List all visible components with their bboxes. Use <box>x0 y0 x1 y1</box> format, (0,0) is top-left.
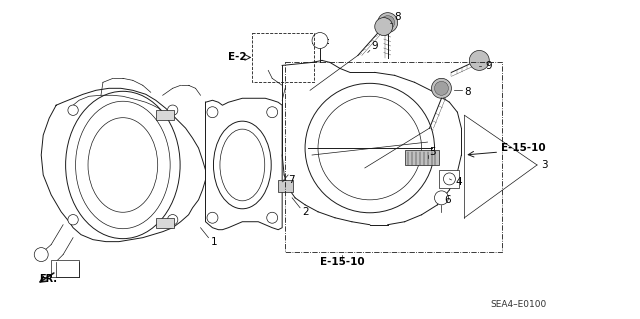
Circle shape <box>378 13 397 33</box>
Circle shape <box>435 81 449 95</box>
Text: 1: 1 <box>211 237 217 247</box>
Bar <box>51 260 79 278</box>
Circle shape <box>68 215 78 225</box>
Text: 8: 8 <box>395 11 401 22</box>
Bar <box>285 63 502 252</box>
Bar <box>252 33 314 82</box>
Bar <box>440 170 460 188</box>
Text: E-15-10: E-15-10 <box>319 256 364 267</box>
Circle shape <box>267 212 278 223</box>
Text: 6: 6 <box>444 195 451 205</box>
Circle shape <box>207 212 218 223</box>
Text: E-15-10: E-15-10 <box>501 143 546 153</box>
Ellipse shape <box>220 129 265 201</box>
Text: SEA4–E0100: SEA4–E0100 <box>491 300 547 309</box>
Bar <box>156 110 173 120</box>
Text: 7: 7 <box>288 175 295 185</box>
Text: E-2: E-2 <box>228 52 247 63</box>
Circle shape <box>444 173 456 185</box>
Circle shape <box>267 107 278 118</box>
Circle shape <box>35 248 48 262</box>
Circle shape <box>168 105 178 115</box>
Circle shape <box>312 33 328 48</box>
Text: 5: 5 <box>429 147 436 157</box>
Circle shape <box>469 50 489 70</box>
Circle shape <box>168 215 178 225</box>
Bar <box>278 180 293 192</box>
Circle shape <box>68 105 78 115</box>
Text: 3: 3 <box>541 160 548 170</box>
Bar <box>404 150 440 165</box>
Text: 9: 9 <box>485 61 492 71</box>
Text: 2: 2 <box>302 207 308 217</box>
Text: 8: 8 <box>465 87 471 97</box>
Circle shape <box>375 18 393 35</box>
Ellipse shape <box>214 121 271 209</box>
Circle shape <box>431 78 451 98</box>
Circle shape <box>207 107 218 118</box>
Bar <box>156 218 173 228</box>
Text: FR.: FR. <box>39 274 57 285</box>
Circle shape <box>305 83 435 213</box>
Text: 4: 4 <box>456 177 462 187</box>
Circle shape <box>381 16 395 30</box>
Text: 9: 9 <box>372 41 378 51</box>
Circle shape <box>318 96 422 200</box>
Circle shape <box>435 191 449 205</box>
